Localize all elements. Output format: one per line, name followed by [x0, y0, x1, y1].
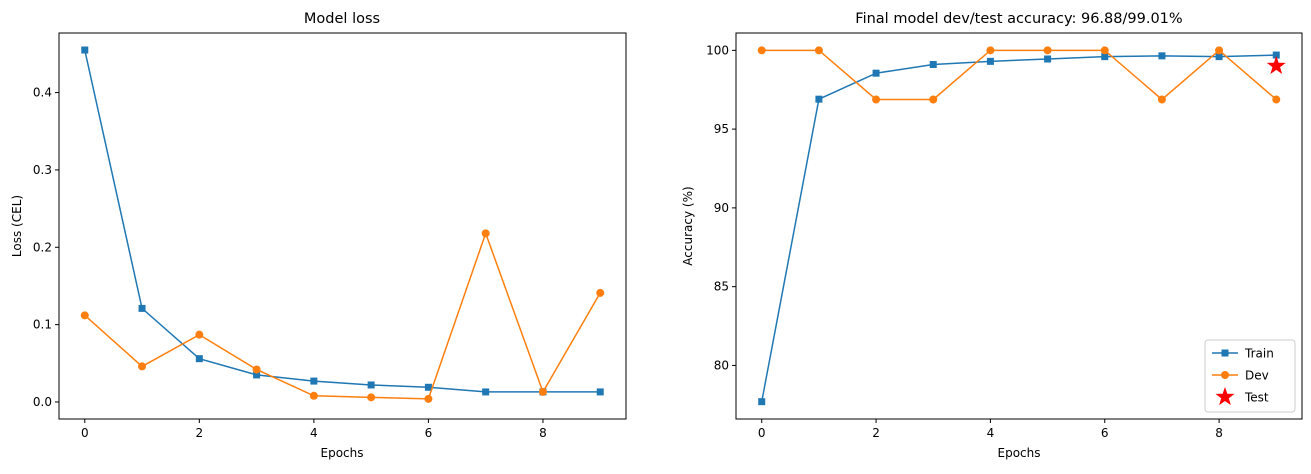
accuracy-xtick-label: 6	[1101, 426, 1109, 440]
accuracy-xtick-label: 8	[1215, 426, 1223, 440]
accuracy-train-point	[1044, 55, 1052, 63]
accuracy-train-point	[986, 57, 994, 65]
accuracy-ytick-label: 100	[706, 43, 729, 57]
accuracy-ytick-label: 90	[714, 201, 729, 215]
accuracy-ytick-label: 95	[714, 122, 729, 136]
accuracy-ytick-label: 80	[714, 358, 729, 372]
accuracy-chart-title: Final model dev/test accuracy: 96.88/99.…	[855, 11, 1182, 27]
loss-xtick-label: 6	[425, 426, 433, 440]
loss-dev-point	[367, 393, 376, 402]
accuracy-xtick-label: 4	[987, 426, 995, 440]
accuracy-dev-point	[1157, 95, 1166, 104]
legend-train-marker	[1221, 349, 1229, 357]
accuracy-train-point	[1101, 53, 1109, 61]
accuracy-train-line	[760, 54, 1277, 402]
loss-dev-point	[309, 391, 318, 400]
loss-ytick-label: 0.4	[33, 86, 52, 100]
accuracy-chart-marks: 0 2 4 6 8 80 85 90 95 100	[706, 43, 1286, 440]
legend-train-label: Train	[1244, 347, 1274, 361]
accuracy-dev-point	[1100, 46, 1109, 55]
legend-item-test: Test	[1215, 387, 1269, 406]
legend-test-marker	[1215, 387, 1235, 406]
loss-ytick-label: 0.3	[33, 163, 52, 177]
loss-train-line	[84, 49, 601, 393]
loss-xtick-label: 4	[310, 426, 318, 440]
loss-ytick-label: 0.0	[33, 395, 52, 409]
accuracy-dev-point	[1215, 46, 1224, 55]
loss-train-point	[253, 371, 261, 379]
loss-dev-point	[424, 394, 433, 403]
accuracy-dev-point	[814, 46, 823, 55]
accuracy-train-point	[1158, 52, 1166, 60]
accuracy-dev-point	[986, 46, 995, 55]
accuracy-legend: Train Dev Test	[1204, 339, 1296, 413]
loss-dev-point	[252, 365, 261, 374]
loss-train-point	[482, 388, 490, 396]
accuracy-dev-point	[929, 95, 938, 104]
loss-chart-marks: 0 2 4 6 8 0.0 0.1 0.2 0.3 0.4	[33, 46, 605, 440]
loss-ytick-label: 0.1	[33, 318, 52, 332]
accuracy-xtick-label: 0	[758, 426, 766, 440]
accuracy-chart: Final model dev/test accuracy: 96.88/99.…	[681, 11, 1303, 460]
loss-dev-point	[195, 330, 204, 339]
legend-item-dev: Dev	[1212, 369, 1269, 383]
loss-chart-frame	[58, 32, 627, 420]
loss-train-point	[138, 304, 146, 312]
loss-dev-point	[596, 288, 605, 297]
loss-chart-ylabel: Loss (CEL)	[10, 195, 24, 257]
accuracy-train-point	[872, 69, 880, 77]
accuracy-chart-ylabel: Accuracy (%)	[681, 186, 695, 265]
accuracy-xtick-label: 2	[872, 426, 880, 440]
accuracy-train-point	[1215, 53, 1223, 61]
accuracy-ytick-label: 85	[714, 280, 729, 294]
accuracy-dev-line	[761, 49, 1277, 101]
accuracy-chart-frame	[735, 32, 1303, 420]
loss-train-point	[310, 377, 318, 385]
loss-train-point	[596, 388, 604, 396]
legend-item-train: Train	[1212, 347, 1274, 361]
accuracy-dev-point	[872, 95, 881, 104]
loss-ytick-label: 0.2	[33, 240, 52, 254]
legend-dev-label: Dev	[1245, 369, 1269, 383]
accuracy-train-point	[929, 61, 937, 69]
accuracy-dev-point	[1043, 46, 1052, 55]
loss-chart: Model loss Epochs Loss (CEL) 0 2 4 6 8 0.0 0.1…	[10, 11, 627, 460]
loss-dev-line	[84, 231, 601, 400]
loss-dev-point	[80, 311, 89, 320]
loss-xtick-label: 0	[81, 426, 89, 440]
accuracy-train-point	[758, 398, 766, 406]
accuracy-train-point	[815, 95, 823, 103]
accuracy-chart-xlabel: Epochs	[998, 446, 1041, 460]
loss-xtick-label: 2	[195, 426, 203, 440]
accuracy-test-point	[1266, 55, 1286, 75]
loss-xtick-label: 8	[539, 426, 547, 440]
legend-dev-marker	[1221, 371, 1229, 379]
accuracy-dev-point	[1272, 95, 1281, 104]
accuracy-train-point	[1272, 51, 1280, 59]
accuracy-dev-point	[757, 46, 766, 55]
loss-train-point	[195, 355, 203, 363]
loss-dev-point	[138, 362, 147, 371]
loss-dev-point	[481, 229, 490, 238]
legend-test-label: Test	[1244, 391, 1269, 405]
loss-chart-title: Model loss	[304, 11, 380, 27]
loss-train-point	[424, 383, 432, 391]
loss-dev-point	[538, 387, 547, 396]
loss-train-point	[81, 46, 89, 54]
loss-train-point	[367, 381, 375, 389]
loss-chart-xlabel: Epochs	[321, 446, 364, 460]
